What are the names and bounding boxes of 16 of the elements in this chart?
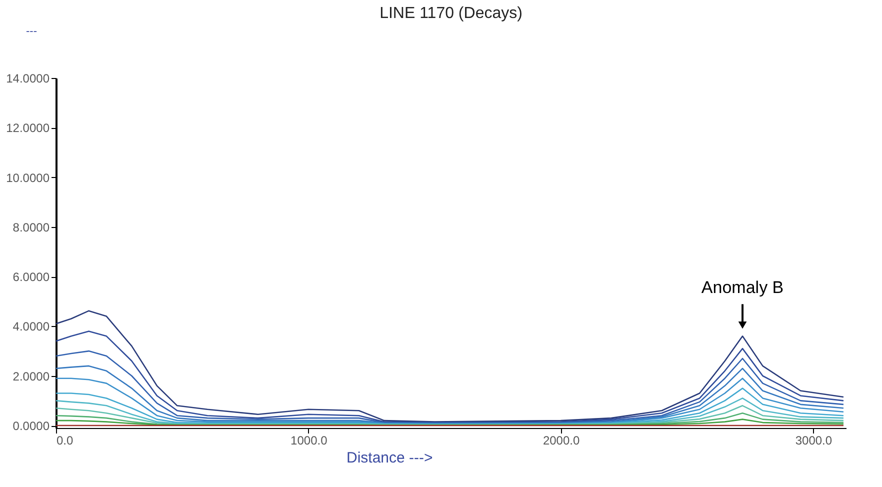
x-tick-label: 1000.0 xyxy=(290,434,328,448)
y-tick-label: 0.0000 xyxy=(12,419,50,434)
x-axis-title: Distance ---> xyxy=(346,450,434,466)
y-tick-label: 12.0000 xyxy=(6,121,50,136)
y-tick-label: 4.0000 xyxy=(12,320,50,334)
chart-title: LINE 1170 (Decays) xyxy=(380,5,522,22)
annotation: Anomaly B xyxy=(701,278,784,298)
y-tick-label: 10.0000 xyxy=(6,170,50,185)
y-tick-label: 6.0000 xyxy=(12,270,50,284)
x-tick-label: 3000.0 xyxy=(795,434,832,448)
x-tick-label: 0.0 xyxy=(56,434,74,448)
y-tick-label: 14.0000 xyxy=(6,72,50,86)
y-axis-title: --- xyxy=(26,26,38,38)
x-tick-label: 2000.0 xyxy=(542,434,580,448)
y-tick-label: 8.0000 xyxy=(12,220,50,234)
y-tick-label: 2.0000 xyxy=(12,369,50,384)
